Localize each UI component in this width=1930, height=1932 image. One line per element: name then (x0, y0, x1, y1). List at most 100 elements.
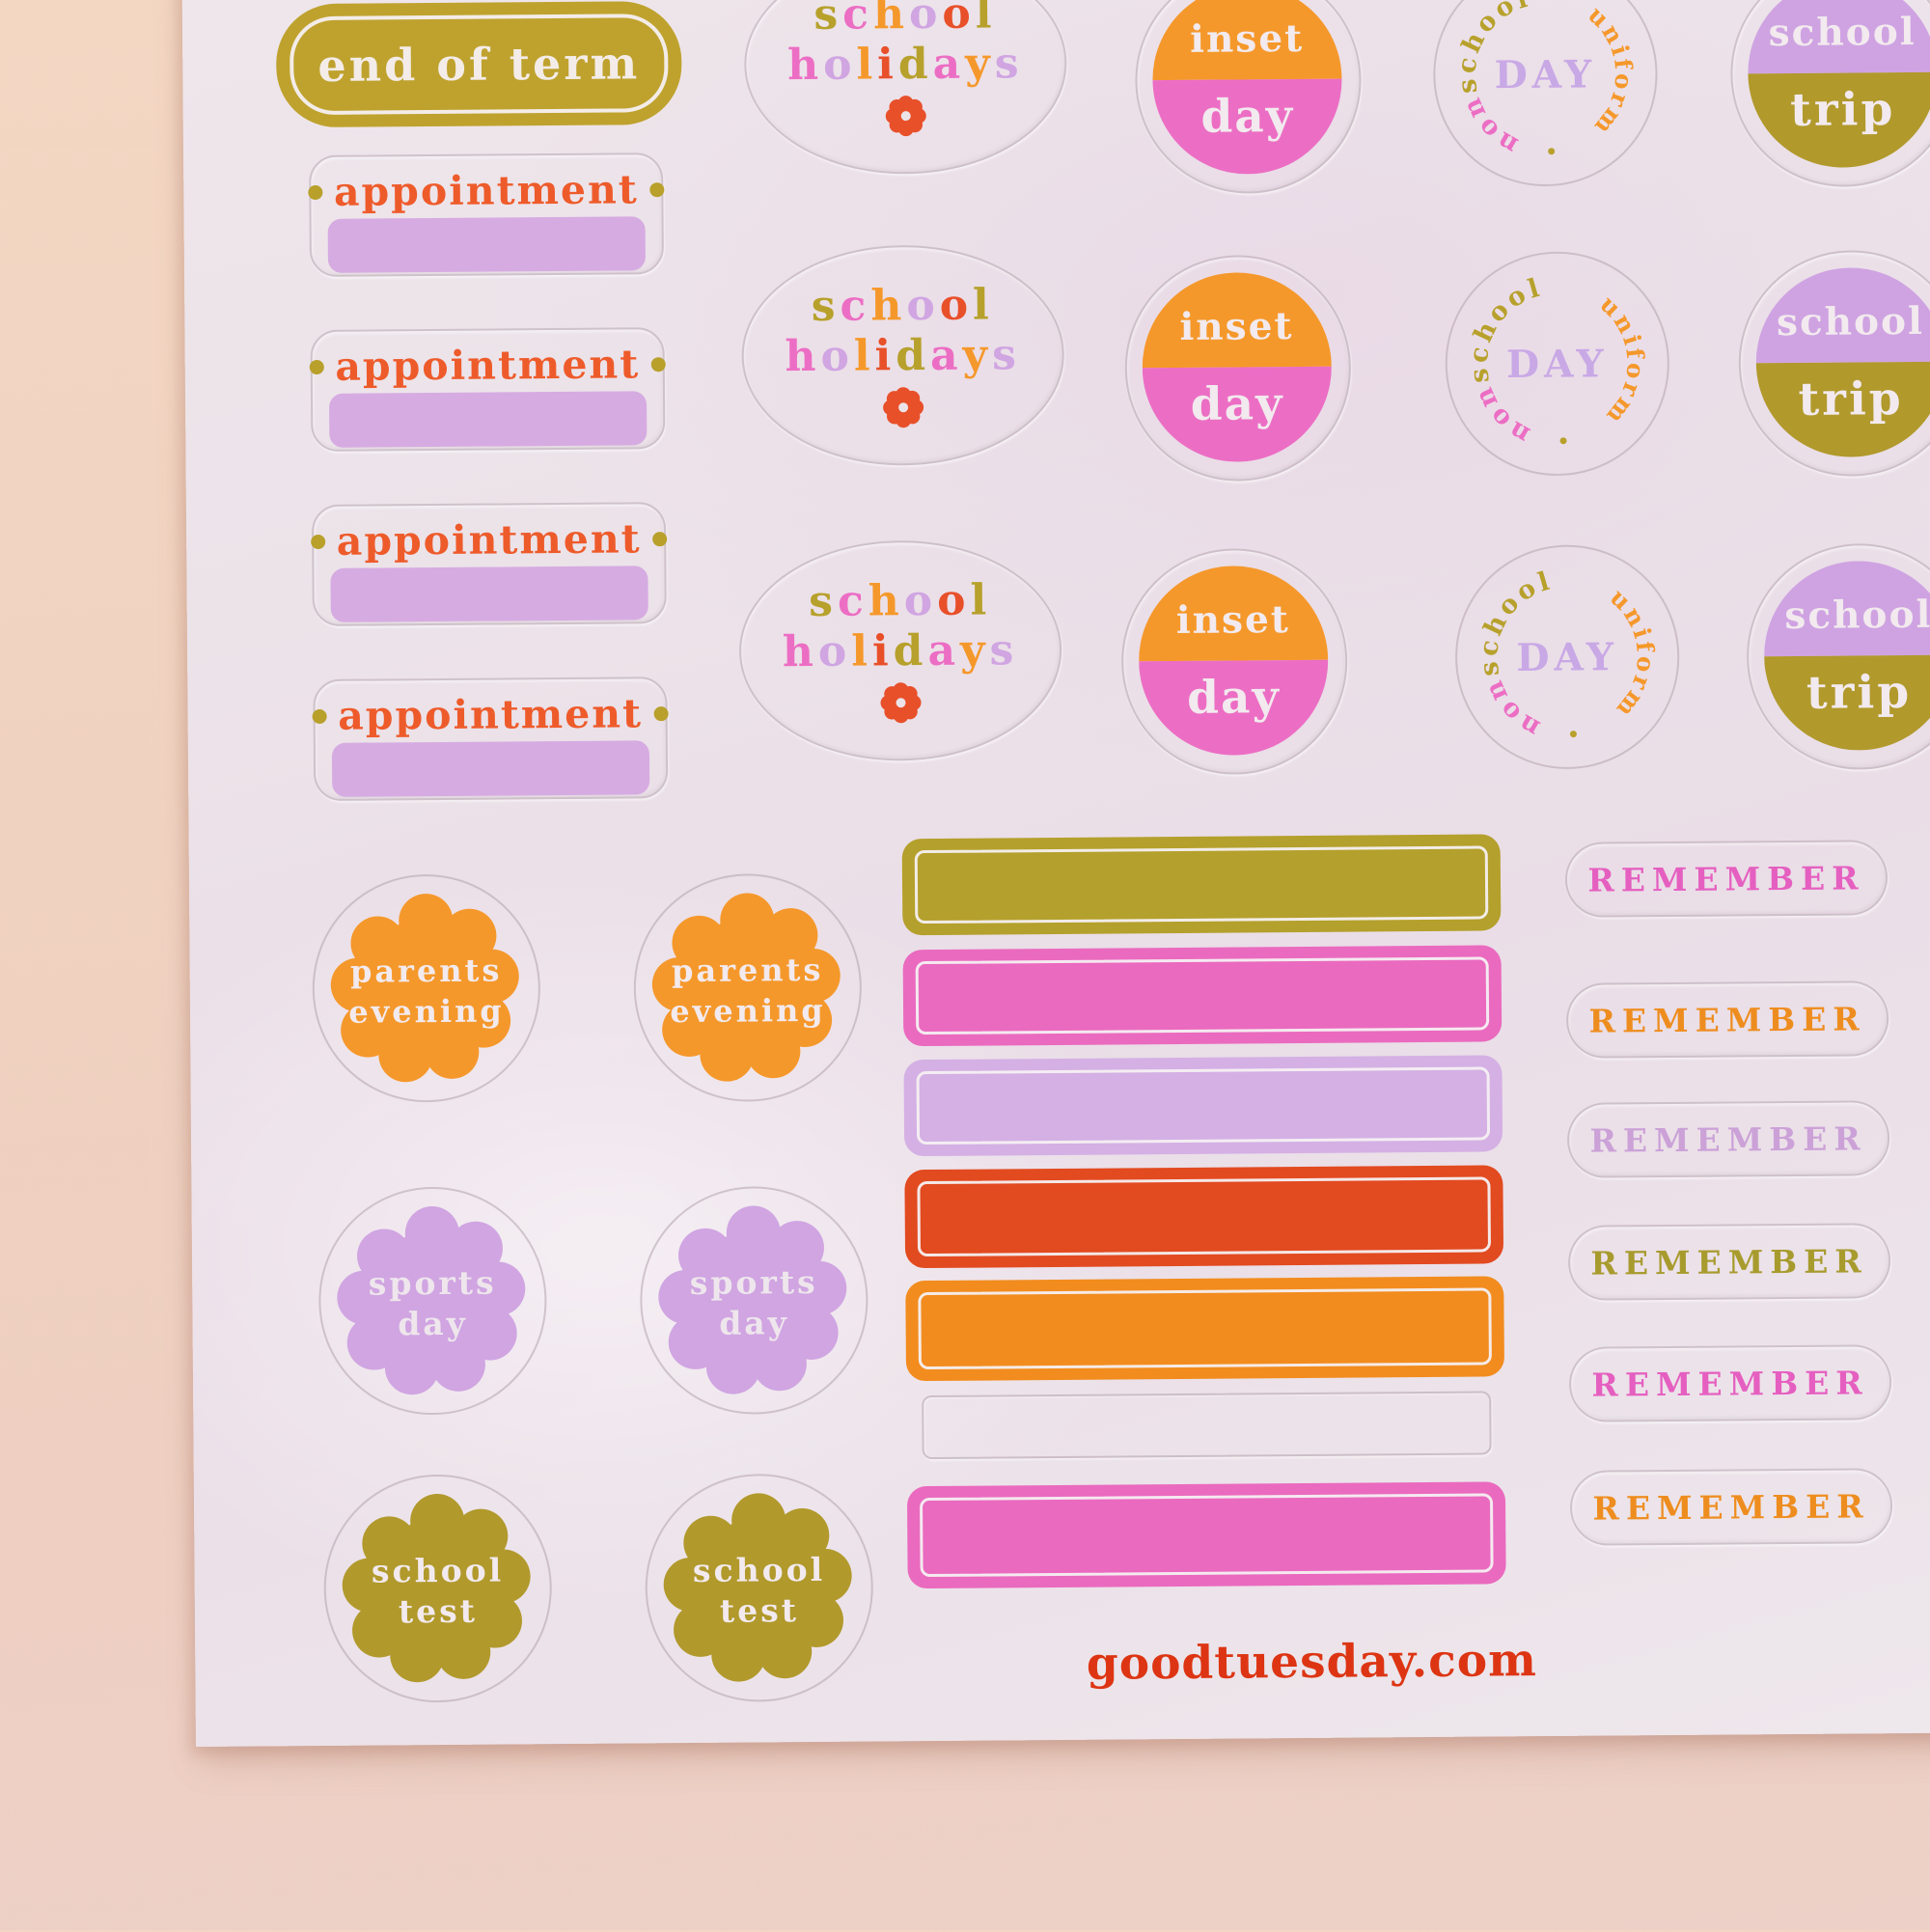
sticker-school-holidays-2: school holidays (740, 243, 1065, 467)
trip-label: trip (1806, 665, 1913, 720)
end-of-term-label: end of term (317, 37, 641, 92)
sticker-school-trip-3: school trip (1746, 542, 1930, 771)
inset-day-badge: inset day (1151, 0, 1343, 176)
school-label: school (372, 1551, 505, 1589)
sticker-school-trip-1: school trip (1729, 0, 1930, 188)
sticker-non-uniform-day-2: school uniform non • DAY (1443, 249, 1672, 479)
remember-label: REMEMBER (1591, 1363, 1869, 1404)
svg-text:•: • (1544, 139, 1558, 162)
write-in-bar-pink (902, 945, 1503, 1047)
parents-label: parents (350, 952, 503, 989)
day-label: day (398, 1305, 468, 1343)
write-in-bar-lilac (903, 1055, 1503, 1157)
day-center-label: DAY (1506, 342, 1609, 387)
scallop-flower-shape (330, 894, 519, 1083)
school-holidays-word1: school (808, 575, 992, 627)
school-holidays-word1: school (811, 280, 994, 332)
sticker-end-of-term: end of term (275, 0, 682, 128)
test-label: test (720, 1591, 799, 1630)
sticker-remember-2: REMEMBER (1565, 980, 1889, 1059)
trip-label: trip (1798, 372, 1904, 427)
write-in-bar-olive (901, 834, 1502, 936)
diecut-circle (645, 1474, 873, 1702)
sticker-school-holidays-1: school holidays (743, 0, 1068, 176)
arc-dot-icon: • (1566, 722, 1580, 745)
dot-icon (310, 534, 325, 549)
diecut-circle (1433, 0, 1658, 186)
bar-inner-outline (915, 956, 1490, 1035)
dot-icon (651, 356, 667, 372)
bar-inner-outline (914, 845, 1489, 925)
sticker-appointment-2: appointment (309, 327, 667, 453)
appointment-write-bar (330, 566, 648, 622)
svg-text:•: • (1557, 428, 1570, 452)
appointment-header: appointment (309, 340, 667, 390)
test-label: test (399, 1592, 478, 1631)
sports-label: sports (369, 1264, 497, 1303)
end-of-term-outline: end of term (289, 14, 669, 116)
dot-icon (312, 708, 327, 724)
write-in-bar-pink-bottom (906, 1481, 1506, 1589)
dot-icon (652, 531, 668, 546)
school-label: school (693, 1551, 826, 1589)
appointment-header: appointment (312, 689, 670, 739)
day-center-label: DAY (1516, 635, 1618, 680)
inset-day-top-half: inset (1142, 271, 1332, 369)
sports-label: sports (690, 1263, 818, 1302)
appointment-label: appointment (335, 340, 641, 390)
dot-icon (309, 359, 324, 374)
appointment-header: appointment (310, 515, 668, 564)
school-label: school (1776, 298, 1925, 345)
diecut-circle (633, 873, 862, 1102)
bar-inner-outline (916, 1066, 1491, 1145)
appointment-write-bar (331, 740, 650, 797)
school-trip-bottom-half: trip (1748, 71, 1930, 169)
sticker-remember-5: REMEMBER (1568, 1344, 1892, 1422)
scallop-flower-shape (342, 1494, 531, 1683)
evening-label: evening (670, 992, 826, 1030)
school-trip-badge: school trip (1755, 266, 1930, 458)
parents-label: parents (672, 952, 824, 989)
sticker-school-test-2: school test (644, 1472, 875, 1703)
appointment-label: appointment (338, 689, 644, 739)
remember-label: REMEMBER (1592, 1486, 1870, 1528)
sticker-parents-evening-2: parents evening (632, 872, 864, 1104)
sticker-school-holidays-3: school holidays (738, 538, 1062, 762)
appointment-write-bar (327, 216, 647, 273)
sticker-school-trip-2: school trip (1737, 249, 1930, 478)
bar-inner-outline (918, 1287, 1492, 1370)
school-holidays-word2: holidays (786, 39, 1024, 91)
appointment-header: appointment (307, 165, 665, 215)
sticker-appointment-3: appointment (310, 502, 668, 627)
sticker-school-test-1: school test (322, 1473, 554, 1704)
site-credit: goodtuesday.com (1086, 1634, 1538, 1691)
school-trip-top-half: school (1763, 560, 1930, 657)
dot-icon (653, 705, 670, 721)
diecut-circle (323, 1475, 552, 1703)
school-holidays-word2: holidays (782, 625, 1019, 677)
flower-icon (883, 387, 924, 428)
day-label: day (1200, 89, 1295, 144)
appointment-label: appointment (333, 165, 639, 215)
school-trip-bottom-half: trip (1755, 361, 1930, 458)
school-holidays-word2: holidays (785, 330, 1022, 382)
school-trip-badge: school trip (1747, 0, 1930, 169)
sticker-remember-1: REMEMBER (1564, 840, 1889, 918)
diecut-circle (312, 874, 540, 1103)
trip-label: trip (1789, 82, 1896, 137)
sticker-sports-day-2: sports day (638, 1185, 869, 1417)
sticker-inset-day-1: inset day (1134, 0, 1363, 195)
sticker-inset-day-2: inset day (1123, 254, 1352, 483)
day-label: day (1190, 376, 1284, 431)
inset-label: inset (1175, 596, 1291, 643)
bar-inner-outline (917, 1176, 1492, 1257)
bar-inner-outline (919, 1493, 1494, 1578)
remember-label: REMEMBER (1590, 1241, 1868, 1283)
school-trip-badge: school trip (1763, 560, 1930, 752)
sticker-sheet: end of term appointment appointment appo… (179, 0, 1930, 1748)
inset-day-top-half: inset (1151, 0, 1342, 81)
sticker-remember-4: REMEMBER (1567, 1223, 1891, 1301)
inset-day-badge: inset day (1138, 565, 1329, 757)
